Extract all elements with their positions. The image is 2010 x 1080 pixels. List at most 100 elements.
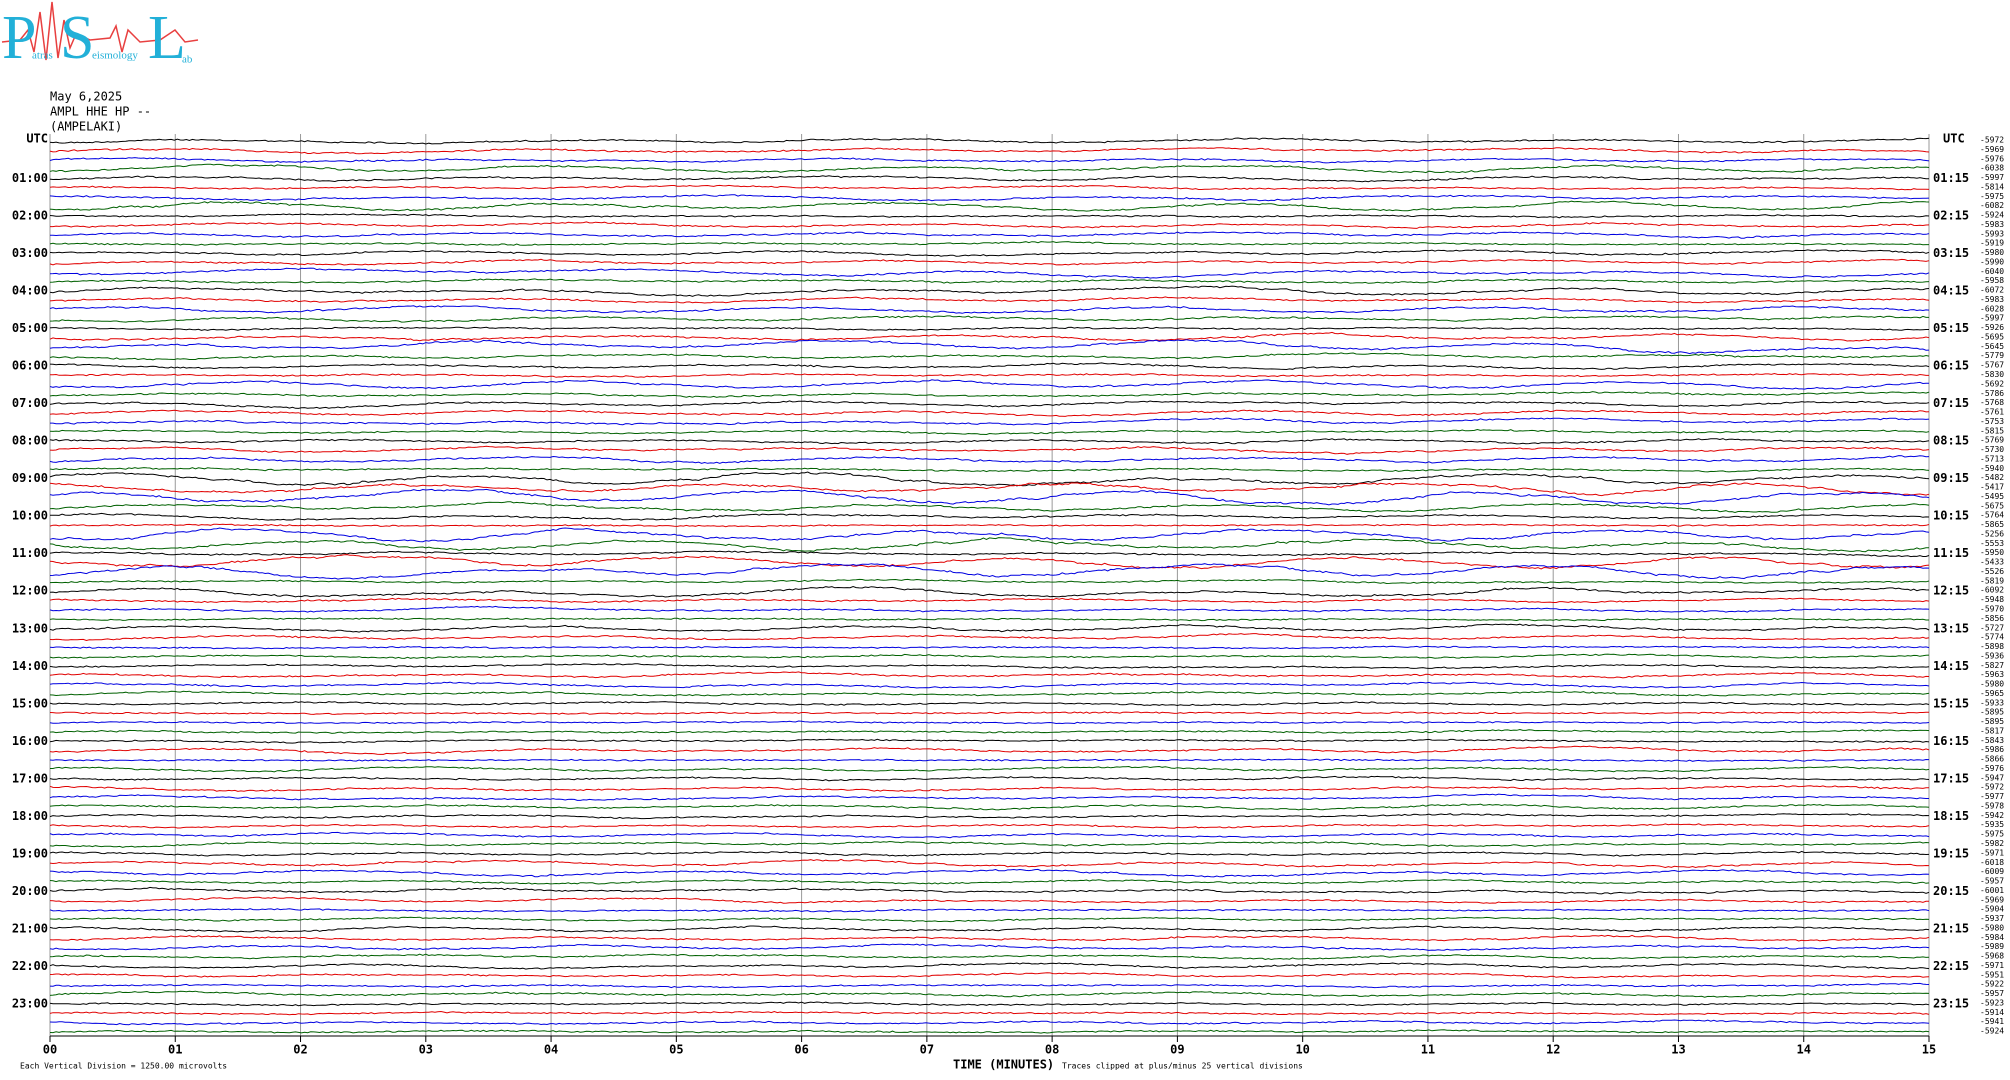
offset-label: -5433	[1980, 558, 2004, 567]
x-tick-label: 15	[1922, 1043, 1936, 1057]
offset-label: -5526	[1980, 567, 2004, 576]
x-tick-label: 05	[669, 1043, 683, 1057]
offset-label: -5815	[1980, 426, 2004, 435]
hour-label-right: 20:15	[1933, 884, 1969, 898]
trace	[49, 550, 1930, 558]
offset-label: -5866	[1980, 755, 2004, 764]
offset-label: -5827	[1980, 661, 2004, 670]
trace	[49, 879, 1930, 885]
offset-label: -5975	[1980, 192, 2004, 201]
offset-label: -5941	[1980, 1017, 2004, 1026]
offset-label: -5976	[1980, 764, 2004, 773]
trace	[49, 585, 1930, 598]
offset-label: -5977	[1980, 792, 2004, 801]
hour-label-right: 04:15	[1933, 284, 1969, 298]
trace	[49, 305, 1930, 314]
x-tick-label: 01	[168, 1043, 182, 1057]
hour-label-right: 19:15	[1933, 846, 1969, 860]
offset-label: -5769	[1980, 436, 2004, 445]
hour-label: 05:00	[12, 321, 48, 335]
scale-note: Each Vertical Division = 1250.00 microvo…	[20, 1062, 227, 1071]
offset-label: -5968	[1980, 952, 2004, 961]
hour-label-right: 10:15	[1933, 509, 1969, 523]
offset-label: -5767	[1980, 361, 2004, 370]
trace	[49, 982, 1930, 989]
logo-word: eismology	[92, 50, 138, 62]
logo-letter: S	[60, 4, 94, 72]
offset-label: -5975	[1980, 830, 2004, 839]
trace	[49, 578, 1930, 585]
offset-label: -5937	[1980, 914, 2004, 923]
date: May 6,2025	[50, 90, 122, 104]
trace	[49, 925, 1930, 933]
trace	[49, 352, 1930, 361]
trace	[49, 527, 1930, 543]
hour-label-right: 05:15	[1933, 321, 1969, 335]
offset-label: -5922	[1980, 980, 2004, 989]
offset-label: -5950	[1980, 548, 2004, 557]
trace	[49, 391, 1930, 398]
offset-label: -5935	[1980, 820, 2004, 829]
hour-label-right: 01:15	[1933, 171, 1969, 185]
trace	[49, 331, 1930, 342]
trace	[49, 213, 1930, 219]
trace	[49, 775, 1930, 782]
trace	[49, 563, 1930, 580]
offset-label: -6082	[1980, 201, 2004, 210]
offset-label: -5814	[1980, 182, 2004, 191]
trace	[49, 690, 1930, 697]
hour-label: 22:00	[12, 959, 48, 973]
logo-letter: P	[2, 4, 36, 72]
offset-label: -5963	[1980, 670, 2004, 679]
trace	[49, 720, 1930, 725]
hour-label: 11:00	[12, 546, 48, 560]
hour-label: 03:00	[12, 246, 48, 260]
offset-label: -5819	[1980, 576, 2004, 585]
station: AMPL HHE HP --	[50, 105, 151, 119]
offset-label: -5856	[1980, 614, 2004, 623]
logo-word: atras	[32, 50, 53, 62]
trace	[49, 438, 1930, 445]
x-tick-label: 04	[544, 1043, 558, 1057]
trace	[49, 157, 1930, 164]
offset-label: -5940	[1980, 464, 2004, 473]
trace	[49, 840, 1930, 848]
trace	[49, 362, 1930, 371]
hour-label-right: 11:15	[1933, 546, 1969, 560]
trace	[49, 455, 1930, 464]
trace	[49, 645, 1930, 650]
trace	[49, 1019, 1930, 1026]
trace	[49, 278, 1930, 284]
hour-label-right: 07:15	[1933, 396, 1969, 410]
offset-label: -5990	[1980, 257, 2004, 266]
offset-label: -5764	[1980, 511, 2004, 520]
x-tick-label: 00	[43, 1043, 57, 1057]
trace	[49, 711, 1929, 715]
offset-label: -6040	[1980, 267, 2004, 276]
hour-label: 12:00	[12, 584, 48, 598]
offset-label: -5730	[1980, 445, 2004, 454]
offset-label: -5774	[1980, 633, 2004, 642]
trace	[49, 934, 1930, 942]
offset-label: -5895	[1980, 717, 2004, 726]
offset-label: -5986	[1980, 745, 2004, 754]
trace	[49, 823, 1930, 829]
offset-label: -6028	[1980, 304, 2004, 313]
clip-note: Traces clipped at plus/minus 25 vertical…	[1062, 1062, 1303, 1071]
hour-label-right: 22:15	[1933, 959, 1969, 973]
offset-label: -6038	[1980, 164, 2004, 173]
offset-label: -5645	[1980, 342, 2004, 351]
offset-label: -5692	[1980, 379, 2004, 388]
hour-label-right: 02:15	[1933, 209, 1969, 223]
trace	[49, 554, 1930, 570]
offset-label: -5695	[1980, 332, 2004, 341]
hour-label: 10:00	[12, 509, 48, 523]
hour-label-right: 16:15	[1933, 734, 1969, 748]
offset-label: -5947	[1980, 773, 2004, 782]
hour-label-right: 23:15	[1933, 996, 1969, 1010]
trace	[49, 523, 1930, 528]
offset-label: -5980	[1980, 680, 2004, 689]
offset-label: -5817	[1980, 726, 2004, 735]
hour-label-right: 21:15	[1933, 921, 1969, 935]
trace	[49, 147, 1930, 155]
